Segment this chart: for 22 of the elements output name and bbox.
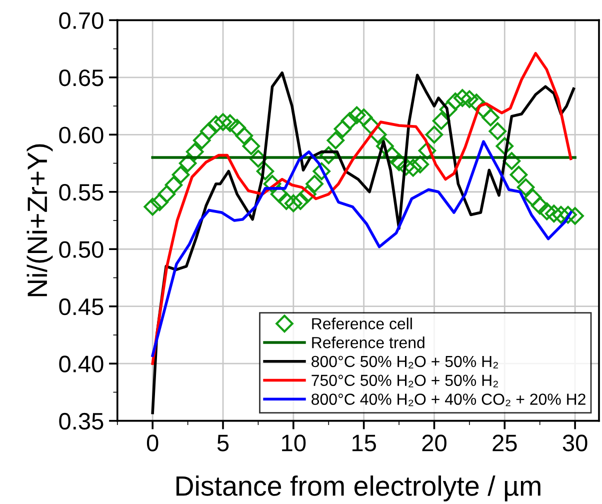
- y-tick-label: 0.55: [59, 184, 104, 201]
- x-tick-label: 15: [352, 434, 376, 452]
- y-tick-label: 0.70: [59, 12, 104, 29]
- y-tick-label: 0.45: [59, 298, 104, 316]
- x-tick-label: 0: [146, 434, 158, 452]
- x-tick-label: 30: [562, 434, 588, 452]
- legend-label: Reference cell: [312, 318, 412, 330]
- legend-label: 750°C 50% H₂O + 50% H₂: [312, 374, 498, 388]
- x-tick-label: 20: [422, 434, 446, 452]
- y-tick-label: 0.60: [59, 126, 104, 144]
- x-tick-label: 5: [217, 434, 229, 452]
- legend-label: 800°C 50% H₂O + 50% H₂: [312, 356, 498, 368]
- y-tick-label: 0.40: [59, 356, 104, 372]
- x-tick-label: 25: [492, 434, 517, 452]
- y-tick-label: 0.65: [59, 69, 104, 86]
- x-axis-title: Distance from electrolyte / µm: [176, 475, 540, 502]
- y-axis-title: Ni/(Ni+Zr+Y): [26, 144, 53, 296]
- legend-label: 800°C 40% H₂O + 40% CO₂ + 20% H2: [312, 394, 586, 406]
- x-tick-label: 10: [282, 434, 306, 452]
- y-tick-label: 0.50: [59, 241, 104, 258]
- y-tick-label: 0.35: [59, 412, 104, 430]
- legend-label: Reference trend: [312, 336, 424, 348]
